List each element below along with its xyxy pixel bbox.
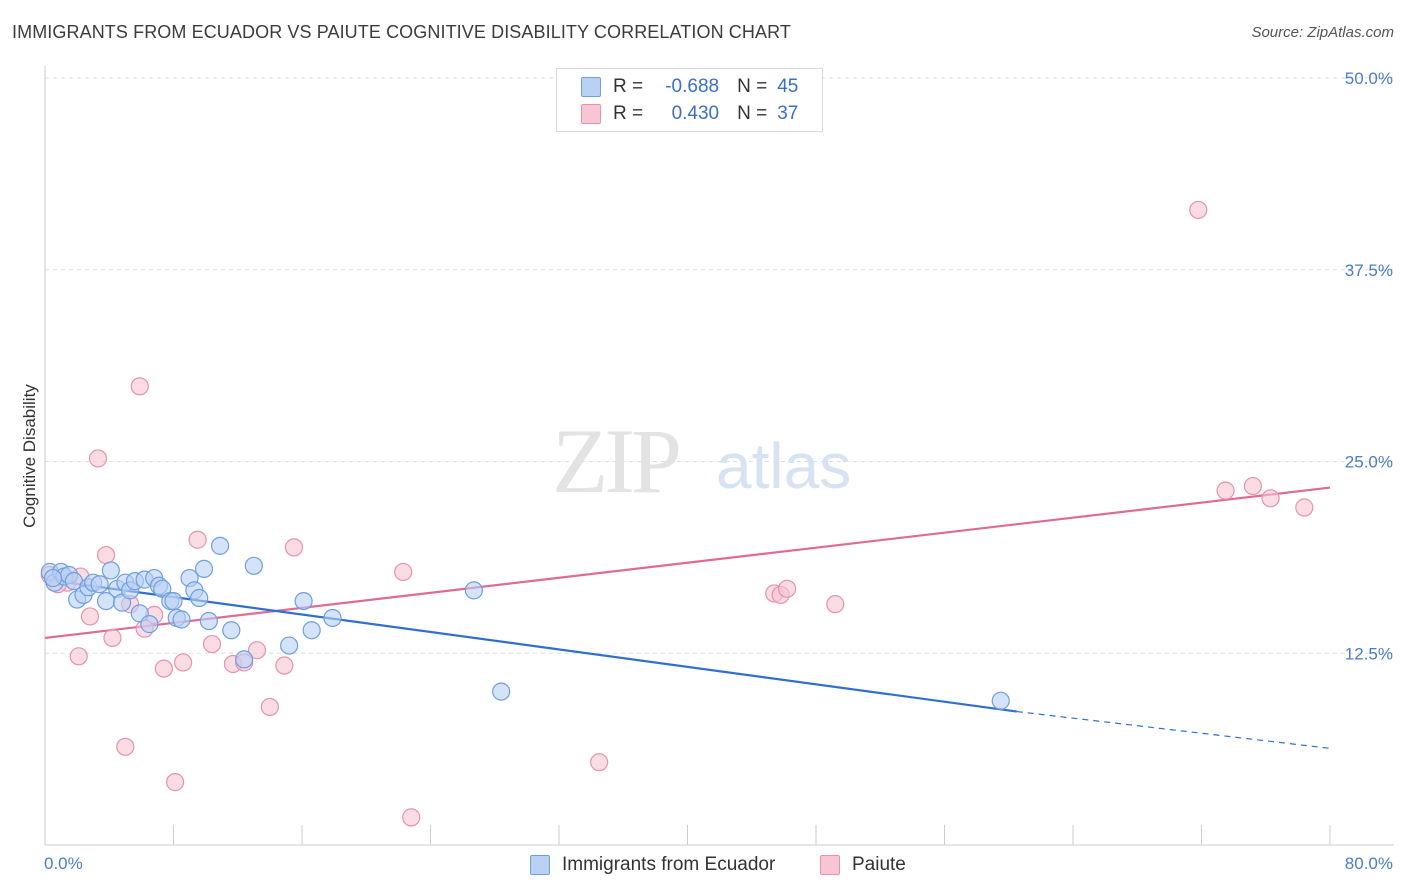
data-point-ecuador [222, 621, 241, 640]
legend-n-label: N = [737, 103, 768, 124]
data-point-paiute [188, 530, 207, 549]
legend-swatch-paiute [581, 104, 601, 124]
watermark: ZIP atlas [552, 410, 851, 512]
data-point-paiute [166, 773, 185, 792]
data-point-paiute [284, 538, 304, 557]
data-point-paiute [202, 634, 222, 654]
data-point-ecuador [90, 575, 109, 594]
data-point-paiute [402, 808, 421, 827]
data-point-ecuador [199, 611, 218, 631]
legend-row-paiute: R = 0.430 N = 37 [581, 102, 798, 126]
bottom-legend-label: Paiute [852, 854, 906, 875]
trend-lines [44, 486, 1331, 749]
chart-title: IMMIGRANTS FROM ECUADOR VS PAIUTE COGNIT… [12, 22, 791, 42]
data-point-paiute [826, 595, 845, 614]
data-point-paiute [260, 697, 279, 717]
trend-line-paiute [44, 486, 1331, 640]
source-label: Source: ZipAtlas.com [1251, 24, 1394, 41]
x-tick-label: 80.0% [1345, 854, 1393, 873]
data-point-paiute [1243, 476, 1263, 496]
y-tick-label: 50.0% [1345, 69, 1393, 88]
bottom-legend-ecuador: Immigrants from Ecuador [530, 852, 775, 878]
legend-n-value: 45 [777, 76, 799, 97]
legend-r-label: R = [613, 103, 644, 124]
data-point-ecuador [101, 561, 120, 580]
legend-row-ecuador: R = -0.688 N = 45 [581, 75, 798, 99]
legend-r-value: -0.688 [665, 76, 720, 97]
y-tick-label: 12.5% [1345, 644, 1393, 663]
data-point-ecuador [210, 536, 230, 555]
x-tick-label: 0.0% [44, 854, 83, 873]
data-point-paiute [103, 628, 122, 648]
correlation-legend: R = -0.688 N = 45 R = 0.430 N = 37 [556, 68, 823, 132]
data-point-ecuador [991, 691, 1010, 710]
watermark-zip: ZIP [552, 410, 679, 512]
data-point-paiute [96, 545, 116, 565]
legend-r-label: R = [613, 76, 644, 97]
data-point-ecuador [244, 556, 263, 575]
data-point-paiute [394, 562, 413, 582]
data-point-paiute [174, 653, 193, 672]
trend-line-ecuador-extension [1016, 710, 1331, 749]
data-point-ecuador [194, 559, 214, 578]
bottom-legend-paiute: Paiute [820, 852, 906, 878]
bottom-legend-swatch-paiute [820, 855, 840, 875]
data-point-ecuador [294, 591, 313, 611]
tick-labels: 12.5% 25.0% 37.5% 50.0% 0.0% 80.0% [44, 69, 1393, 873]
data-point-ecuador [323, 608, 342, 628]
data-point-ecuador [190, 588, 209, 608]
data-point-paiute [69, 647, 88, 666]
data-point-ecuador [43, 568, 63, 588]
data-point-paiute [1295, 498, 1314, 517]
data-point-ecuador [302, 621, 321, 640]
y-tick-label: 37.5% [1345, 261, 1393, 280]
data-point-ecuador [280, 636, 299, 655]
data-point-paiute [116, 737, 135, 756]
watermark-atlas: atlas [716, 430, 851, 502]
data-point-paiute [275, 656, 294, 675]
data-point-ecuador [235, 650, 254, 669]
data-point-paiute [154, 659, 173, 678]
data-point-paiute [88, 449, 108, 468]
data-points [40, 200, 1314, 827]
data-point-paiute [1261, 489, 1280, 508]
data-point-ecuador [464, 581, 483, 600]
data-point-ecuador [492, 682, 511, 701]
data-point-paiute [247, 641, 267, 660]
legend-r-value: 0.430 [671, 103, 720, 124]
bottom-legend-label: Immigrants from Ecuador [562, 854, 776, 875]
legend-n-label: N = [737, 76, 768, 97]
data-point-paiute [777, 579, 797, 598]
data-point-paiute [590, 753, 609, 772]
y-tick-label: 25.0% [1345, 453, 1393, 472]
data-point-paiute [80, 607, 100, 626]
data-point-ecuador [164, 591, 183, 611]
data-point-paiute [1216, 481, 1235, 500]
legend-swatch-ecuador [581, 77, 601, 97]
bottom-legend-swatch-ecuador [530, 855, 550, 875]
data-point-paiute [130, 377, 149, 396]
axes [44, 66, 1394, 846]
y-axis-label: Cognitive Disability [20, 384, 39, 528]
legend-n-value: 37 [777, 103, 799, 124]
data-point-ecuador [140, 615, 159, 634]
data-point-ecuador [172, 610, 191, 629]
data-point-paiute [1189, 200, 1208, 220]
